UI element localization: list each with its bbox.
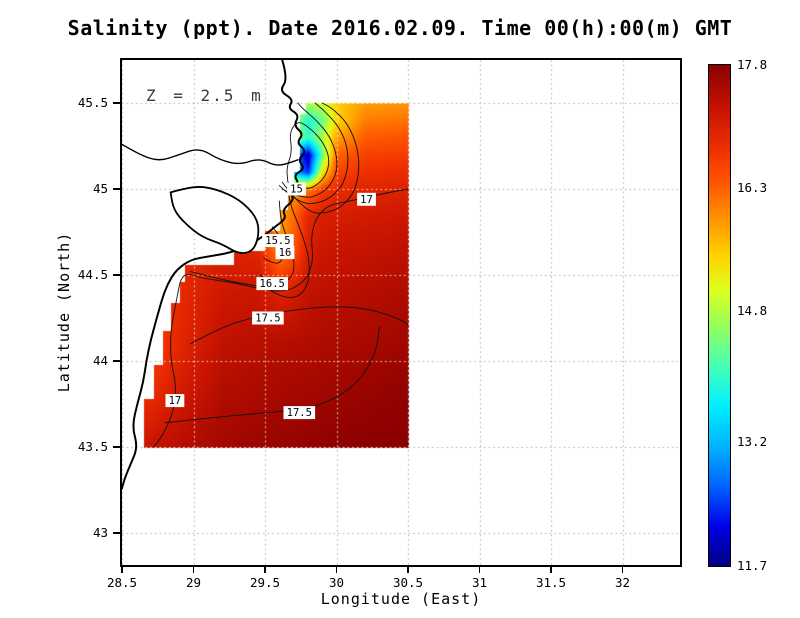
x-tick-label: 30 [328,575,345,590]
x-tick-label: 29.5 [249,575,281,590]
colorbar-tick-label: 17.8 [737,56,768,72]
colorbar [708,64,731,567]
x-axis-label: Longitude (East) [320,590,482,608]
x-tick-mark [121,567,123,573]
y-tick-label: 44.5 [77,267,108,282]
y-tick-label: 43.5 [77,439,108,454]
plot-frame [120,58,682,567]
y-tick-mark [113,274,120,276]
y-tick-label: 45 [92,181,108,196]
y-tick-mark [113,360,120,362]
y-tick-mark [113,446,120,448]
x-tick-mark [192,567,195,573]
depth-annotation: Z = 2.5 m [146,86,263,105]
y-tick-label: 44 [92,353,108,368]
x-tick-mark [264,567,266,573]
x-tick-mark [621,567,624,573]
x-tick-label: 31 [471,575,488,590]
x-tick-label: 31.5 [535,575,567,590]
x-tick-mark [407,567,409,573]
x-tick-mark [335,567,338,573]
colorbar-tick-label: 13.2 [737,434,768,450]
y-tick-label: 45.5 [77,95,108,110]
x-tick-label: 29 [185,575,202,590]
y-tick-mark [113,188,120,190]
colorbar-tick-label: 16.3 [737,179,768,195]
x-tick-label: 30.5 [392,575,424,590]
x-tick-mark [478,567,481,573]
x-tick-label: 32 [614,575,631,590]
y-axis-label: Latitude (North) [55,231,73,393]
x-tick-mark [550,567,552,573]
y-tick-label: 43 [92,525,108,540]
plot-title: Salinity (ppt). Date 2016.02.09. Time 00… [67,16,733,40]
colorbar-tick-label: 11.7 [737,557,768,573]
y-tick-mark [113,532,120,534]
x-tick-label: 28.5 [106,575,138,590]
colorbar-gradient [709,65,730,566]
y-tick-mark [113,102,120,104]
colorbar-tick-label: 14.8 [737,302,768,318]
